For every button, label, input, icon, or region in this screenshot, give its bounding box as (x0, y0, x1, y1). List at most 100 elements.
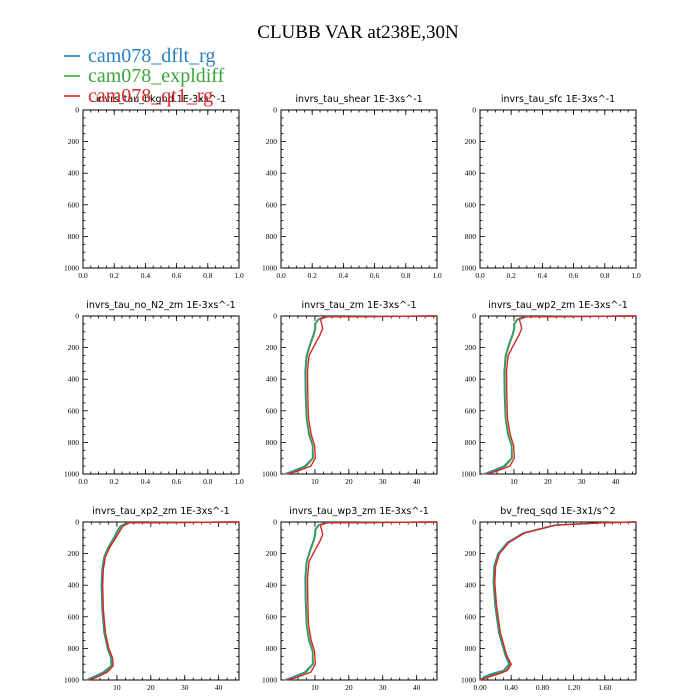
x-tick-label: 40 (612, 477, 620, 486)
y-tick-label: 400 (68, 581, 80, 590)
x-tick-label: 30 (578, 477, 586, 486)
x-tick-label: 1.0 (234, 477, 244, 486)
plot-frame (479, 315, 637, 475)
x-tick-label: 1.0 (631, 271, 641, 280)
x-tick-label: 30 (379, 477, 387, 486)
plot-frame (479, 521, 637, 681)
x-tick-label: 0.6 (569, 271, 579, 280)
panel-title: invrs_tau_bkgnd 1E-3xs^-1 (96, 94, 226, 105)
panel-title: invrs_tau_no_N2_zm 1E-3xs^-1 (86, 300, 235, 311)
y-tick-label: 400 (465, 169, 477, 178)
panel-title: bv_freq_sqd 1E-3x1/s^2 (500, 506, 615, 517)
x-tick-label: 0.0 (78, 271, 88, 280)
y-tick-label: 800 (68, 644, 80, 653)
panel-title: invrs_tau_shear 1E-3xs^-1 (295, 94, 422, 105)
x-tick-label: 0.0 (78, 477, 88, 486)
panel-bv-freq-sqd: bv_freq_sqd 1E-3x1/s^2020040060080010000… (461, 506, 637, 692)
series-line-cam078-expldiff (285, 315, 438, 475)
x-tick-label: 20 (544, 477, 552, 486)
x-tick-label: 0.0 (276, 271, 286, 280)
y-tick-label: 400 (68, 375, 80, 384)
x-tick-label: 0.4 (538, 271, 548, 280)
y-tick-label: 800 (68, 232, 80, 241)
series-line-cam078-expldiff (479, 521, 636, 681)
y-tick-label: 400 (266, 169, 278, 178)
panel-invrs-tau-xp2-zm: invrs_tau_xp2_zm 1E-3xs^-1 0 200 400 600 800 1… (64, 506, 240, 692)
plot-frame (280, 521, 438, 681)
x-tick-label: 0.2 (308, 271, 318, 280)
y-tick-label: 0 (75, 312, 79, 321)
series-line-cam078-qt1-rg (286, 521, 438, 681)
x-tick-label: 20 (345, 477, 353, 486)
series-line-cam078-expldiff (484, 315, 637, 475)
y-tick-label: 800 (266, 232, 278, 241)
panel-invrs-tau-sfc: invrs_tau_sfc 1E-3xs^-1 0 200 400 600 800 1000… (461, 94, 641, 280)
panel-grid: invrs_tau_bkgnd 1E-3xs^-1020040060080010… (64, 94, 641, 692)
y-tick-label: 800 (266, 644, 278, 653)
y-tick-label: 600 (266, 612, 278, 621)
y-tick-label: 1000 (64, 470, 79, 479)
plot-frame (82, 109, 240, 269)
legend-item: cam078_dflt_rg (64, 45, 215, 67)
y-tick-label: 1000 (461, 470, 476, 479)
legend: cam078_dflt_rgcam078_expldiffcam078_qt1_… (64, 45, 225, 107)
y-tick-label: 200 (266, 343, 278, 352)
legend-label: cam078_dflt_rg (88, 45, 215, 67)
plot-frame (280, 109, 438, 269)
plot-frame (82, 521, 240, 681)
y-tick-label: 200 (68, 549, 80, 558)
plot-frame (479, 109, 637, 269)
legend-item: cam078_expldiff (64, 65, 225, 87)
y-tick-label: 0 (472, 518, 476, 527)
panel-invrs-tau-wp3-zm: invrs_tau_wp3_zm 1E-3xs^-1 0 200 400 600 800 1… (262, 506, 438, 692)
y-tick-label: 1000 (64, 676, 79, 685)
y-tick-label: 800 (68, 438, 80, 447)
x-tick-label: 0.8 (203, 477, 213, 486)
y-tick-label: 400 (266, 581, 278, 590)
panel-invrs-tau-wp2-zm: invrs_tau_wp2_zm 1E-3xs^-1 0 200 400 600 800 1… (461, 300, 637, 486)
y-tick-label: 400 (465, 581, 477, 590)
series-line-cam078-expldiff (285, 521, 438, 681)
legend-label: cam078_qt1_rg (88, 85, 213, 107)
panel-title: invrs_tau_wp3_zm 1E-3xs^-1 (289, 506, 429, 517)
panel-invrs-tau-zm: invrs_tau_zm 1E-3xs^-1 0 200 400 600 800 1000 1… (262, 300, 438, 486)
y-tick-label: 0 (273, 312, 277, 321)
y-tick-label: 1000 (262, 470, 277, 479)
x-tick-label: 30 (379, 683, 387, 692)
panel-title: invrs_tau_xp2_zm 1E-3xs^-1 (92, 506, 229, 517)
y-tick-label: 600 (465, 612, 477, 621)
x-tick-label: 10 (311, 477, 319, 486)
series-line-cam078-qt1-rg (88, 521, 240, 681)
y-tick-label: 800 (465, 232, 477, 241)
x-tick-label: 0.4 (141, 477, 151, 486)
x-tick-label: 0.6 (370, 271, 380, 280)
y-tick-label: 1000 (64, 264, 79, 273)
y-tick-label: 0 (472, 106, 476, 115)
x-tick-label: 0.2 (110, 477, 120, 486)
y-tick-label: 800 (465, 644, 477, 653)
x-tick-label: 20 (345, 683, 353, 692)
x-tick-label: 0.8 (600, 271, 610, 280)
y-tick-label: 400 (465, 375, 477, 384)
y-tick-label: 400 (68, 169, 80, 178)
y-tick-label: 0 (472, 312, 476, 321)
figure-title: CLUBB VAR at238E,30N (257, 22, 459, 43)
x-tick-label: 10 (311, 683, 319, 692)
y-tick-label: 1000 (461, 264, 476, 273)
x-tick-label: 10 (510, 477, 518, 486)
panel-invrs-tau-no-N2-zm: invrs_tau_no_N2_zm 1E-3xs^-1 0 200 400 600 80… (64, 300, 244, 486)
y-tick-label: 800 (465, 438, 477, 447)
panel-title: invrs_tau_sfc 1E-3xs^-1 (501, 94, 615, 105)
x-tick-label: 0.6 (172, 477, 182, 486)
x-tick-label: 30 (181, 683, 189, 692)
y-tick-label: 0 (75, 106, 79, 115)
x-tick-label: 0.2 (110, 271, 120, 280)
series-line-cam078-dflt-rg (479, 521, 636, 681)
panel-invrs-tau-bkgnd: invrs_tau_bkgnd 1E-3xs^-1 0 200 400 600 800 10… (64, 94, 244, 280)
series-line-cam078-qt1-rg (485, 315, 637, 475)
y-tick-label: 600 (68, 612, 80, 621)
x-tick-label: 0.8 (203, 271, 213, 280)
y-tick-label: 600 (465, 200, 477, 209)
x-tick-label: 40 (413, 683, 421, 692)
